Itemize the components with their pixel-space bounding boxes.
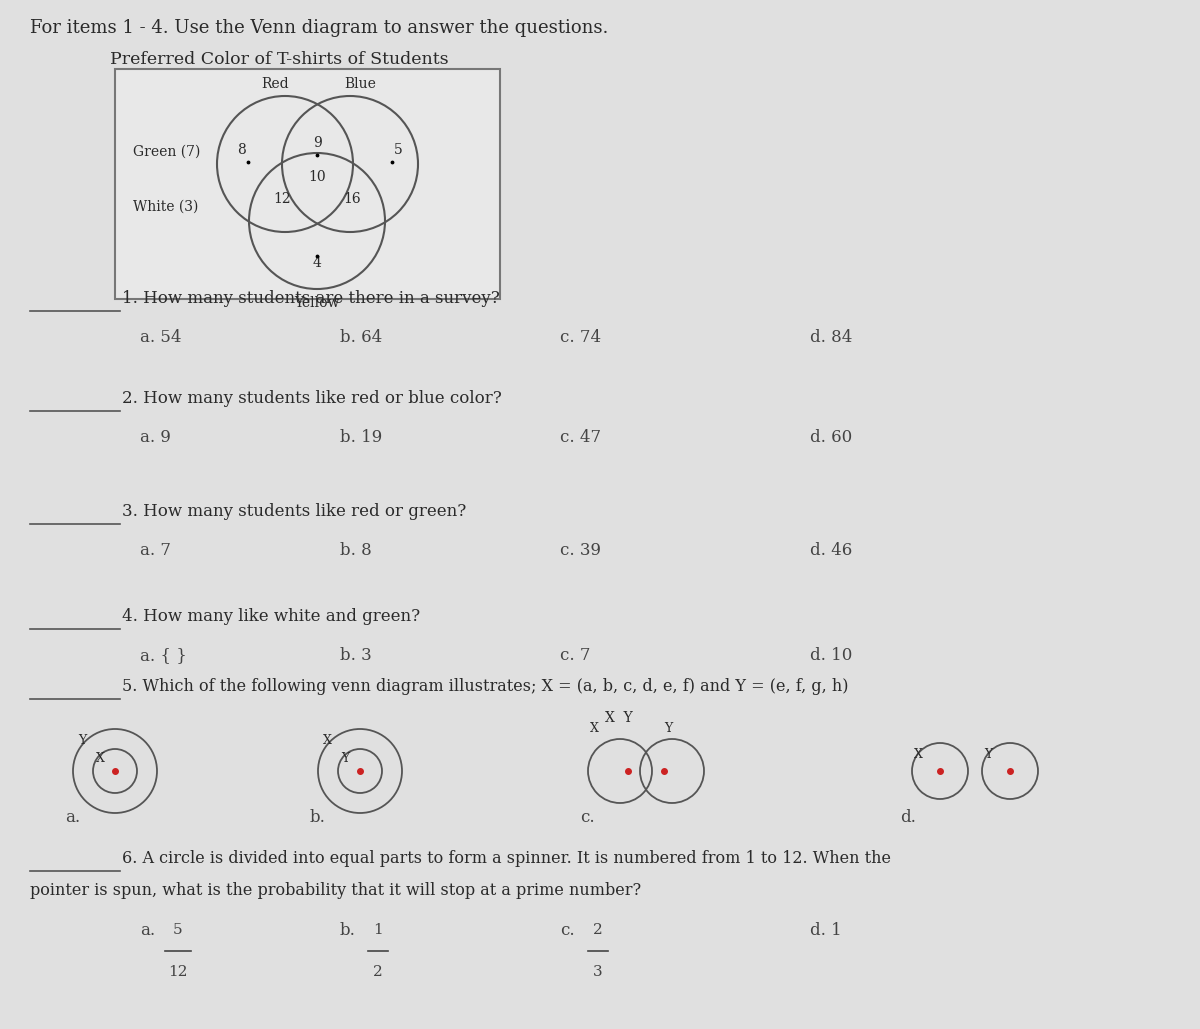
Text: 10: 10 bbox=[308, 170, 326, 184]
Text: pointer is spun, what is the probability that it will stop at a prime number?: pointer is spun, what is the probability… bbox=[30, 882, 641, 899]
Text: c. 7: c. 7 bbox=[560, 647, 590, 664]
Text: 5: 5 bbox=[394, 143, 402, 157]
Text: 12: 12 bbox=[168, 965, 187, 979]
Text: Blue: Blue bbox=[344, 77, 376, 91]
Text: 2: 2 bbox=[593, 923, 602, 937]
Text: b. 8: b. 8 bbox=[340, 542, 372, 559]
Text: X: X bbox=[96, 752, 104, 765]
Text: a. { }: a. { } bbox=[140, 647, 187, 664]
Text: b. 3: b. 3 bbox=[340, 647, 372, 664]
Text: 2: 2 bbox=[373, 965, 383, 979]
Text: White (3): White (3) bbox=[133, 200, 198, 214]
Text: c.: c. bbox=[560, 922, 575, 939]
Text: 1. How many students are there in a survey?: 1. How many students are there in a surv… bbox=[122, 290, 499, 307]
Text: d. 10: d. 10 bbox=[810, 647, 852, 664]
Text: b. 19: b. 19 bbox=[340, 429, 383, 446]
Text: Y: Y bbox=[984, 748, 992, 761]
Text: Red: Red bbox=[262, 77, 289, 91]
Circle shape bbox=[282, 96, 418, 232]
Text: 9: 9 bbox=[313, 136, 322, 150]
Circle shape bbox=[250, 153, 385, 289]
Text: c.: c. bbox=[580, 809, 595, 826]
Text: 12: 12 bbox=[274, 192, 290, 206]
Text: 4. How many like white and green?: 4. How many like white and green? bbox=[122, 608, 420, 625]
Text: Preferred Color of T-shirts of Students: Preferred Color of T-shirts of Students bbox=[110, 51, 449, 68]
Text: X: X bbox=[590, 722, 599, 735]
Text: a. 54: a. 54 bbox=[140, 329, 181, 346]
Text: d.: d. bbox=[900, 809, 916, 826]
Text: c. 47: c. 47 bbox=[560, 429, 601, 446]
Text: b. 64: b. 64 bbox=[340, 329, 383, 346]
Text: Y: Y bbox=[78, 734, 86, 747]
Text: a.: a. bbox=[140, 922, 155, 939]
Text: Green (7): Green (7) bbox=[133, 145, 200, 159]
Text: 5. Which of the following venn diagram illustrates; X = (a, b, c, d, e, f) and Y: 5. Which of the following venn diagram i… bbox=[122, 678, 848, 695]
Text: 2. How many students like red or blue color?: 2. How many students like red or blue co… bbox=[122, 390, 502, 407]
Text: c. 39: c. 39 bbox=[560, 542, 601, 559]
Text: Y: Y bbox=[664, 722, 672, 735]
Text: d. 84: d. 84 bbox=[810, 329, 852, 346]
Bar bbox=[115, 69, 500, 299]
Text: Y: Y bbox=[341, 752, 349, 765]
Text: d. 46: d. 46 bbox=[810, 542, 852, 559]
Text: 6. A circle is divided into equal parts to form a spinner. It is numbered from 1: 6. A circle is divided into equal parts … bbox=[122, 850, 890, 867]
Text: For items 1 - 4. Use the Venn diagram to answer the questions.: For items 1 - 4. Use the Venn diagram to… bbox=[30, 19, 608, 37]
Text: 5: 5 bbox=[173, 923, 182, 937]
Text: c. 74: c. 74 bbox=[560, 329, 601, 346]
Text: a. 7: a. 7 bbox=[140, 542, 172, 559]
Text: 4: 4 bbox=[312, 256, 322, 270]
Text: d. 1: d. 1 bbox=[810, 922, 841, 939]
Text: X: X bbox=[914, 748, 923, 761]
Text: d. 60: d. 60 bbox=[810, 429, 852, 446]
Text: 8: 8 bbox=[238, 143, 246, 157]
Circle shape bbox=[217, 96, 353, 232]
Text: 3: 3 bbox=[593, 965, 602, 979]
Text: Yellow: Yellow bbox=[294, 296, 340, 310]
Text: X: X bbox=[323, 734, 332, 747]
Text: b.: b. bbox=[310, 809, 326, 826]
Text: 1: 1 bbox=[373, 923, 383, 937]
Text: 16: 16 bbox=[343, 192, 361, 206]
Text: a. 9: a. 9 bbox=[140, 429, 170, 446]
Text: 3. How many students like red or green?: 3. How many students like red or green? bbox=[122, 503, 467, 520]
Text: a.: a. bbox=[65, 809, 80, 826]
Text: b.: b. bbox=[340, 922, 356, 939]
Text: X  Y: X Y bbox=[605, 711, 632, 725]
